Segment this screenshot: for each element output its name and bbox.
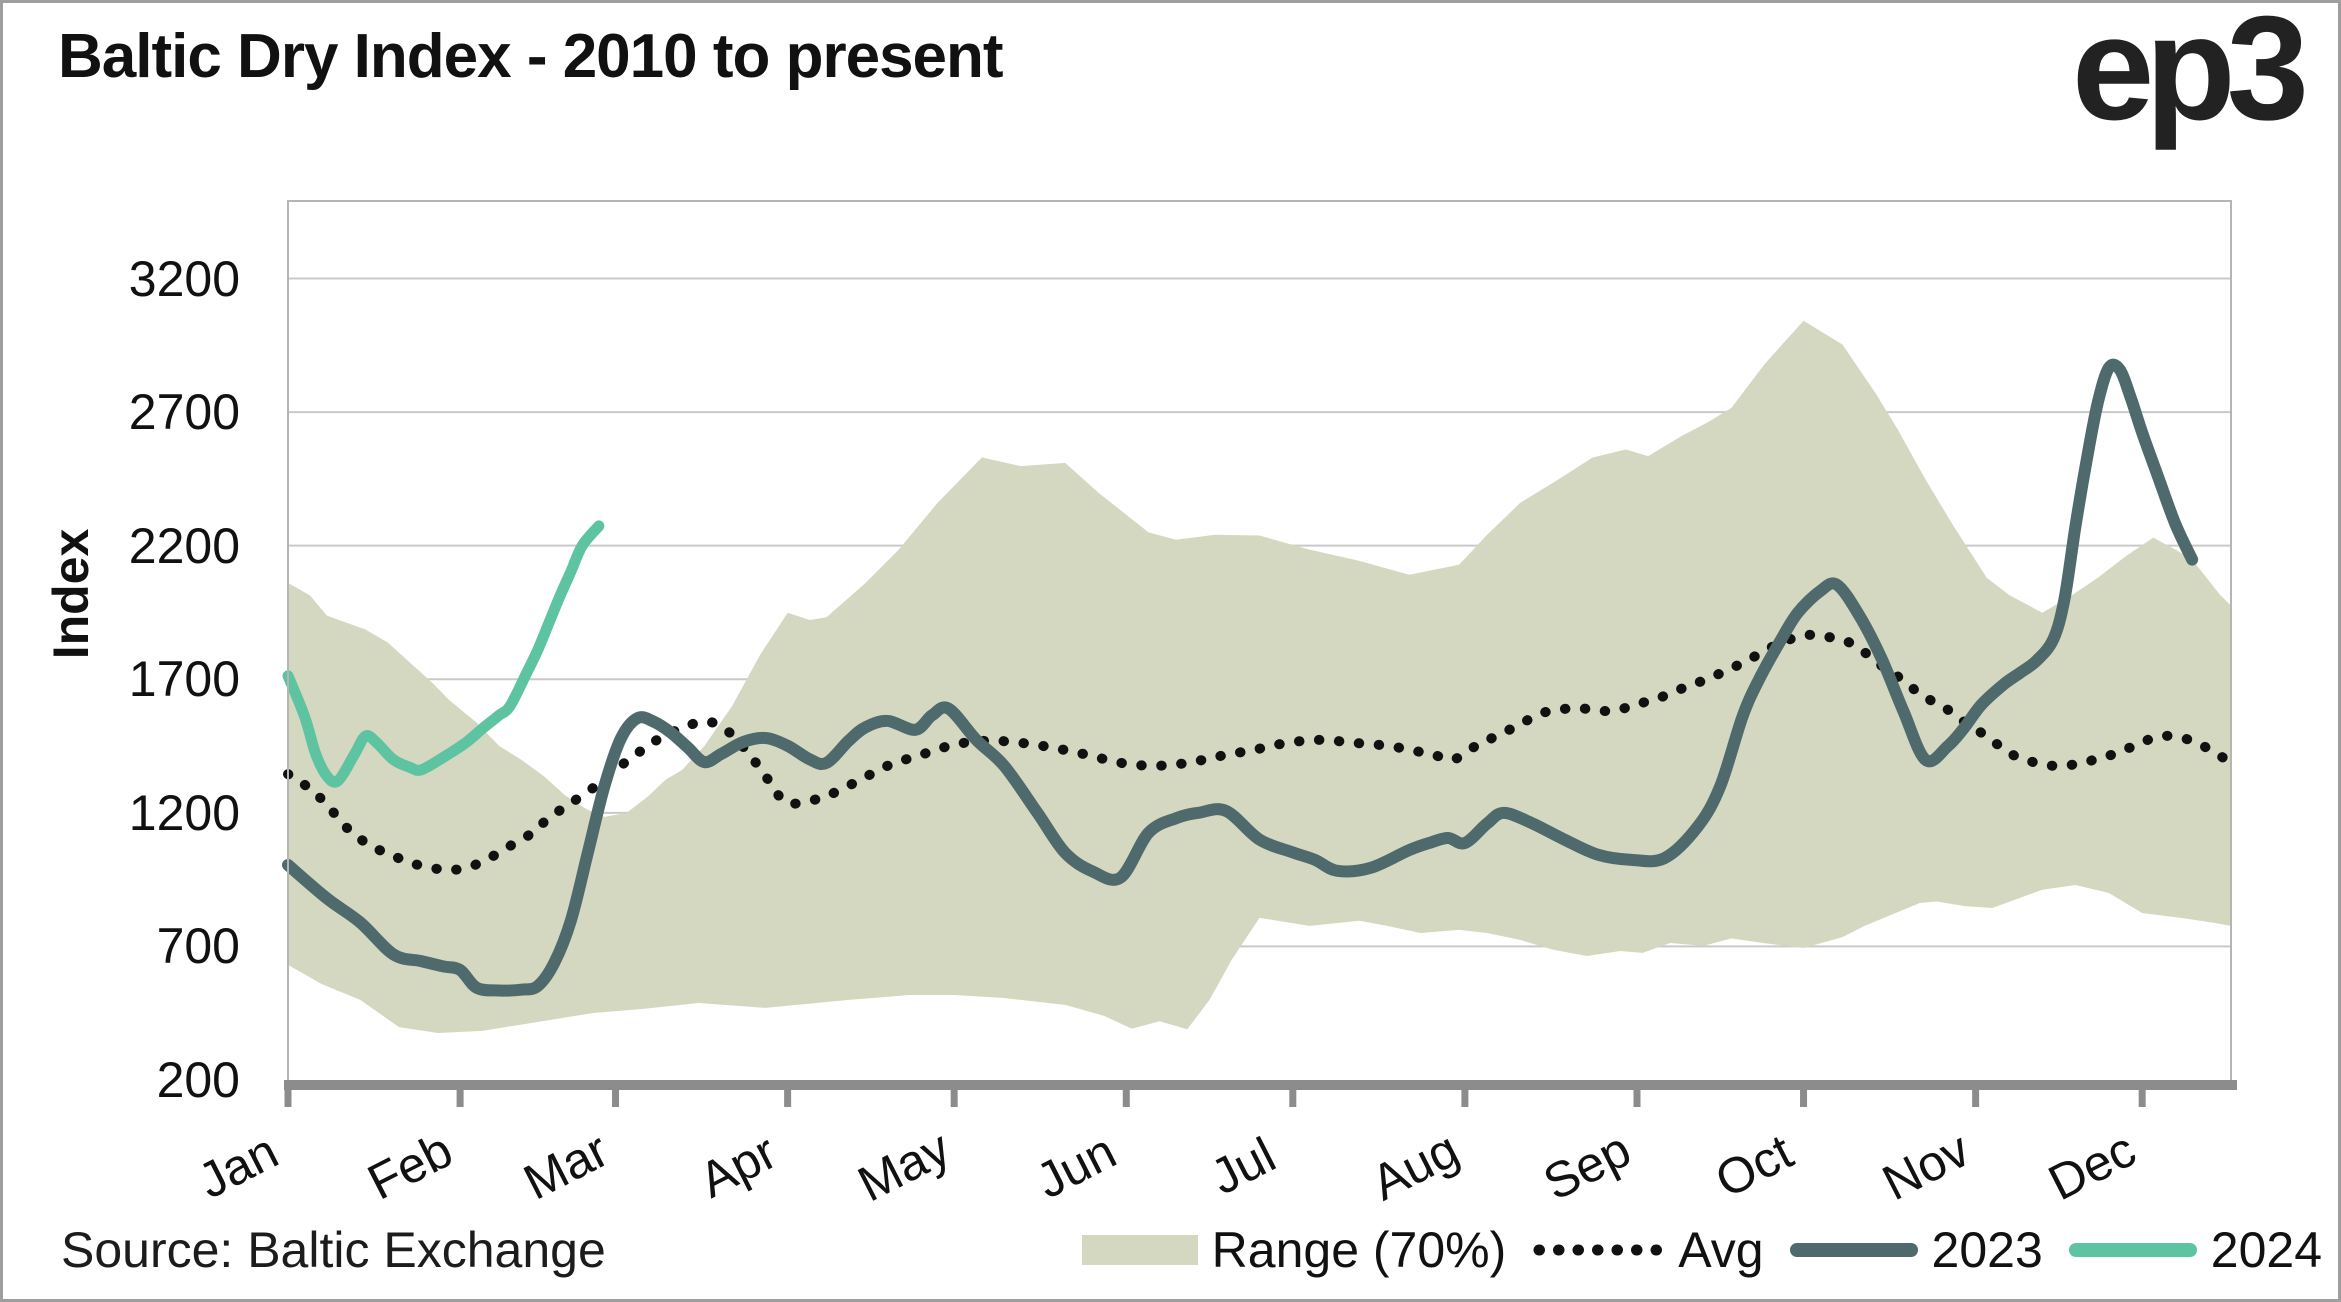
- y-tick-label: 1200: [128, 784, 240, 841]
- legend-swatch-avg: [1533, 1244, 1663, 1256]
- ep3-logo: ep3: [2071, 0, 2309, 151]
- y-tick-label: 2700: [128, 384, 240, 441]
- y-tick-label: 200: [156, 1052, 240, 1108]
- chart-title: Baltic Dry Index - 2010 to present: [58, 22, 1004, 91]
- legend: Range (70%) Avg 2023 2024: [1081, 1221, 2322, 1279]
- x-axis-tick: [1122, 1090, 1130, 1107]
- legend-swatch-range: [1081, 1235, 1198, 1265]
- x-axis-tick: [1289, 1090, 1297, 1107]
- plot-border: [287, 200, 2232, 1080]
- legend-label-range: Range (70%): [1211, 1222, 1507, 1278]
- x-axis-tick: [284, 1090, 292, 1107]
- x-axis-tick: [1633, 1090, 1641, 1107]
- y-tick-label: 3200: [128, 250, 240, 307]
- x-axis-line: [284, 1080, 2237, 1090]
- plot-svg: [282, 200, 2237, 1107]
- x-axis-tick: [456, 1090, 464, 1107]
- x-axis-tick: [784, 1090, 792, 1107]
- y-tick-label: 700: [156, 918, 240, 975]
- x-axis-tick: [1800, 1090, 1808, 1107]
- x-axis-tick: [612, 1090, 620, 1107]
- y-tick-label: 1700: [128, 651, 240, 708]
- line-2023: [282, 358, 2199, 997]
- x-axis-tick: [1972, 1090, 1980, 1107]
- line-2024: [282, 520, 605, 788]
- range-band: [288, 320, 2231, 1033]
- y-tick-label: 2200: [128, 517, 240, 574]
- legend-label-2023: 2023: [1931, 1222, 2043, 1278]
- legend-label-2024: 2024: [2210, 1222, 2322, 1278]
- legend-swatch-2024: [2068, 1243, 2197, 1257]
- x-axis-tick: [2138, 1090, 2146, 1107]
- x-axis-tick: [950, 1090, 958, 1107]
- legend-label-avg: Avg: [1678, 1222, 1764, 1278]
- legend-swatch-2023: [1789, 1243, 1918, 1257]
- source-note: Source: Baltic Exchange: [61, 1222, 606, 1278]
- x-axis-tick: [1461, 1090, 1469, 1107]
